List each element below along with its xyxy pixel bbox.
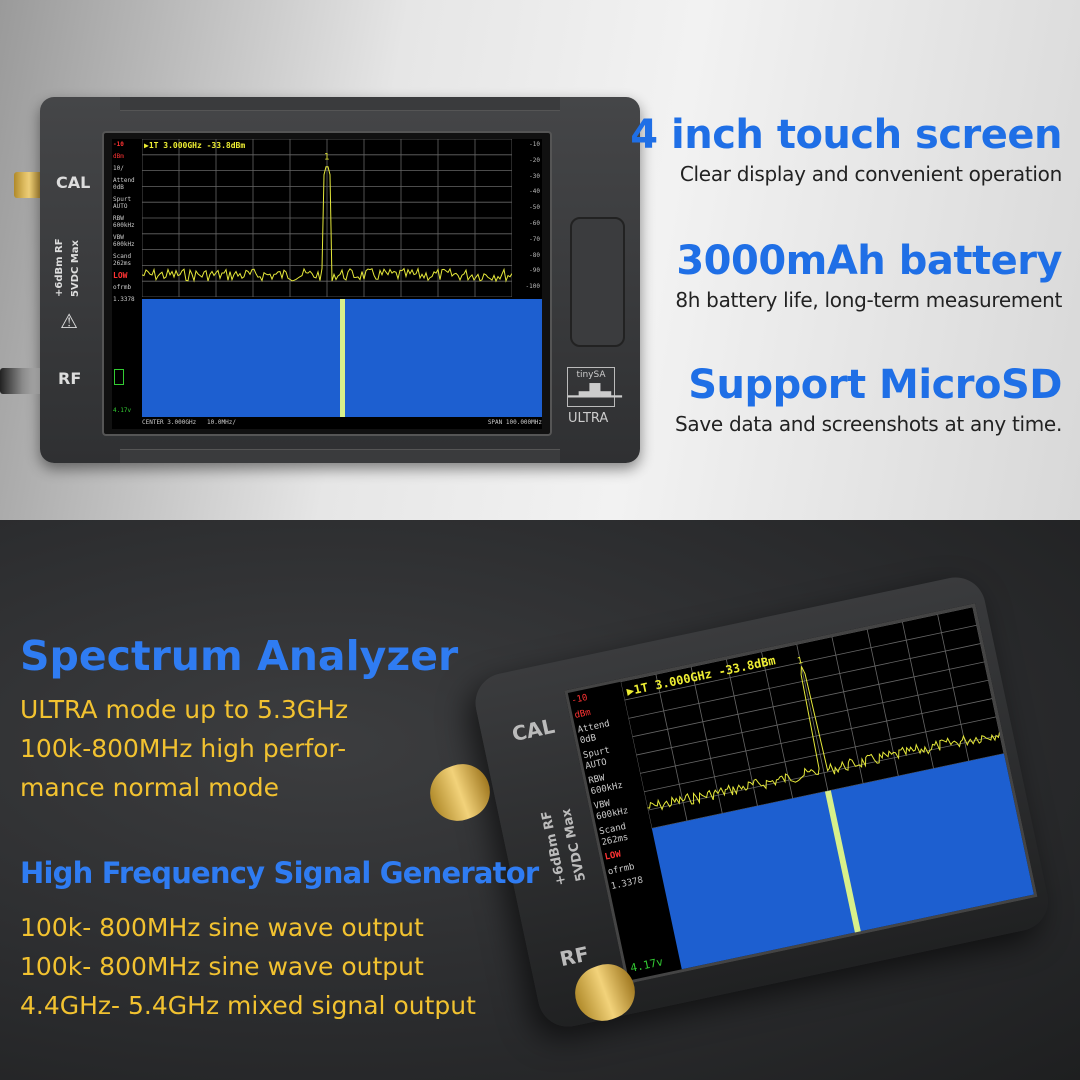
warning-icon: ⚠ (60, 309, 78, 333)
cal-label: CAL (56, 173, 91, 192)
waterfall-signal-line (824, 790, 861, 933)
spectrum-screen-angled: 1 ▶1T 3.000GHz -33.8dBm -10 dBm Attend 0… (564, 603, 1038, 985)
grid-line (628, 643, 981, 719)
cal-label: CAL (509, 713, 557, 747)
spectrum-trace (647, 666, 1000, 811)
feature-microsd: Support MicroSD Save data and screenshot… (675, 362, 1063, 436)
feature-desc: 8h battery life, long-term measurement (675, 288, 1062, 312)
unit: dBm (113, 153, 124, 160)
grid-line (620, 681, 653, 829)
section-line: 100k- 800MHz sine wave output (20, 913, 424, 942)
offset-label: ofrmb (113, 284, 132, 291)
rf-label: RF (557, 941, 591, 972)
y-tick: -90 (529, 267, 540, 275)
y-tick: -100 (525, 283, 540, 291)
side-label: Attend 0dB (113, 177, 135, 191)
marker-label: 1 (796, 656, 803, 667)
spectrum-screen[interactable]: -10 dBm 10/ Attend 0dB Spurt AUTO RBW 60… (112, 139, 542, 429)
tinysa-logo: tinySA ▁▃▇▃▁ (567, 367, 622, 407)
side-label: RBW 600kHz (113, 215, 135, 229)
marker-label: 1 (324, 153, 329, 163)
model-label: ULTRA (568, 411, 609, 426)
per-div: 10.0MHz/ (207, 419, 236, 426)
y-tick: -70 (529, 235, 540, 243)
screen-bezel: -10 dBm 10/ Attend 0dB Spurt AUTO RBW 60… (102, 131, 552, 436)
feature-desc: Save data and screenshots at any time. (675, 412, 1062, 436)
y-tick: -60 (529, 220, 540, 227)
scale: 10/ (113, 165, 124, 172)
side-label: Spurt AUTO (113, 196, 132, 210)
section-line: mance normal mode (20, 773, 280, 802)
grid-line (620, 606, 973, 683)
grip-pad (570, 217, 625, 347)
span: SPAN 100.000MHz (487, 419, 542, 426)
y-tick: -40 (529, 188, 540, 196)
grid-line (643, 716, 997, 793)
y-tick: -20 (529, 156, 540, 164)
section-title: High Frequency Signal Generator (20, 856, 539, 890)
offset-value: 1.3378 (113, 296, 135, 303)
feature-title: 3000mAh battery (676, 238, 1062, 284)
feature-desc: Clear display and convenient operation (679, 162, 1062, 186)
y-tick: -50 (529, 204, 540, 212)
y-tick: -80 (529, 251, 540, 259)
device-angled: CAL RF +6dBm RF 5VDC Max 1 ▶1T 3.000GHz … (470, 571, 1054, 1033)
y-tick: -10 (529, 141, 540, 148)
feature-touch-screen: 4 inch touch screen Clear display and co… (630, 112, 1062, 186)
battery-voltage: 4.17v (629, 955, 665, 975)
grid-line (624, 624, 977, 701)
top-panel: CAL RF +6dBm RF 5VDC Max ⚠ -10 dBm 10/ A… (0, 0, 1080, 520)
screen-side-panel: -10 dBm 10/ Attend 0dB Spurt AUTO RBW 60… (112, 139, 142, 429)
screen-footer: CENTER 3.000GHz 10.0MHz/ SPAN 100.000MHz (142, 419, 542, 426)
section-line: 100k- 800MHz sine wave output (20, 952, 424, 981)
section-line: 100k-800MHz high perfor- (20, 734, 347, 763)
bottom-panel: CAL RF +6dBm RF 5VDC Max 1 ▶1T 3.000GHz … (0, 520, 1080, 1080)
device-front: CAL RF +6dBm RF 5VDC Max ⚠ -10 dBm 10/ A… (40, 97, 640, 463)
feature-title: Support MicroSD (688, 362, 1062, 408)
rf-label: RF (58, 369, 82, 388)
spec-label-vdc: 5VDC Max (70, 240, 81, 297)
y-tick: -30 (529, 172, 540, 180)
ref-level: -10 (113, 141, 124, 148)
feature-title: 4 inch touch screen (630, 112, 1062, 158)
spectrum-analyzer-section: Spectrum Analyzer ULTRA mode up to 5.3GH… (20, 632, 458, 807)
spectrum-trace (142, 166, 512, 283)
sma-connector-cal (14, 172, 44, 198)
marker-header: ▶1T 3.000GHz -33.8dBm (144, 141, 246, 150)
signal-generator-section: High Frequency Signal Generator 100k- 80… (20, 856, 539, 1025)
mode-label: LOW (113, 271, 128, 280)
rf-cable (0, 368, 44, 394)
grid-line (640, 698, 993, 774)
side-label: VBW 600kHz (113, 234, 135, 248)
spec-label-rf: +6dBm RF (54, 238, 65, 297)
waterfall (142, 299, 542, 417)
feature-battery: 3000mAh battery 8h battery life, long-te… (675, 238, 1062, 312)
center-freq: CENTER 3.000GHz (142, 419, 197, 426)
spectrum-plot: 1 (142, 139, 512, 297)
battery-voltage: 4.17v (113, 407, 132, 414)
side-label: Scand 262ms (113, 253, 132, 267)
section-title: Spectrum Analyzer (20, 632, 459, 680)
grid-line (632, 661, 985, 738)
battery-icon (114, 369, 124, 385)
section-line: ULTRA mode up to 5.3GHz (20, 695, 349, 724)
section-line: 4.4GHz- 5.4GHz mixed signal output (20, 991, 476, 1020)
grid-line (636, 679, 989, 756)
waterfall-signal-line (340, 299, 345, 417)
